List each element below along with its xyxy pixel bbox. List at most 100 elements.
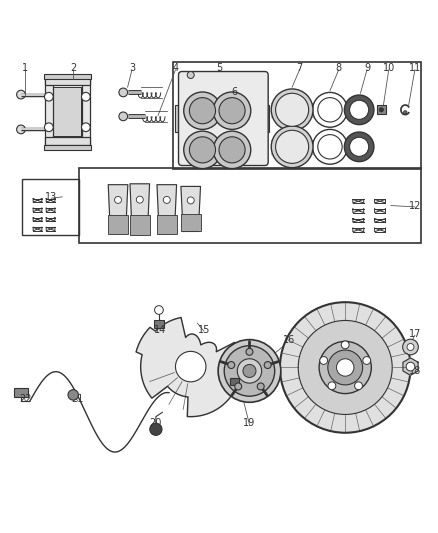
Text: 8: 8: [336, 63, 342, 74]
Bar: [173, 62, 421, 168]
Circle shape: [68, 390, 78, 400]
Circle shape: [219, 137, 245, 163]
Bar: [176, 106, 184, 132]
FancyBboxPatch shape: [179, 71, 268, 166]
Polygon shape: [108, 184, 128, 233]
Circle shape: [197, 100, 206, 109]
Circle shape: [350, 137, 369, 156]
Circle shape: [271, 126, 313, 168]
Circle shape: [344, 95, 374, 125]
Bar: [230, 378, 240, 385]
Circle shape: [246, 349, 253, 356]
Circle shape: [276, 130, 309, 163]
Circle shape: [189, 137, 215, 163]
Text: 22: 22: [19, 394, 32, 404]
Polygon shape: [130, 184, 150, 235]
Text: 2: 2: [70, 63, 76, 74]
Ellipse shape: [217, 95, 222, 113]
Bar: [157, 215, 177, 233]
Bar: [197, 71, 204, 76]
Bar: [45, 77, 90, 85]
Circle shape: [319, 341, 371, 393]
Bar: [108, 215, 128, 233]
Circle shape: [163, 197, 170, 204]
Circle shape: [243, 365, 256, 377]
Circle shape: [320, 357, 328, 365]
Circle shape: [81, 123, 90, 132]
Circle shape: [237, 359, 261, 383]
Text: 10: 10: [383, 63, 395, 74]
Ellipse shape: [212, 95, 217, 113]
Circle shape: [363, 357, 371, 365]
Text: 17: 17: [409, 329, 421, 339]
Text: 6: 6: [231, 87, 237, 98]
Ellipse shape: [206, 95, 212, 113]
Bar: [377, 106, 386, 114]
Bar: [22, 179, 79, 235]
Text: 11: 11: [409, 63, 421, 74]
Circle shape: [213, 131, 251, 168]
Bar: [44, 144, 91, 150]
Circle shape: [219, 98, 245, 124]
Circle shape: [155, 305, 163, 314]
Text: 7: 7: [297, 63, 303, 74]
Circle shape: [187, 197, 194, 204]
Text: 1: 1: [22, 63, 28, 74]
Circle shape: [45, 123, 53, 132]
Circle shape: [150, 423, 162, 435]
Circle shape: [328, 350, 363, 385]
Circle shape: [355, 382, 362, 390]
Bar: [45, 77, 53, 144]
Bar: [14, 389, 28, 397]
Circle shape: [276, 93, 309, 126]
Circle shape: [271, 89, 313, 131]
Circle shape: [328, 382, 336, 390]
Bar: [44, 74, 91, 79]
Text: 14: 14: [154, 325, 166, 335]
Circle shape: [298, 320, 392, 415]
Bar: [154, 320, 164, 328]
Circle shape: [228, 100, 237, 109]
Text: 9: 9: [364, 63, 370, 74]
Circle shape: [235, 383, 242, 390]
Circle shape: [403, 339, 418, 355]
Circle shape: [187, 71, 194, 78]
Polygon shape: [53, 87, 81, 136]
Circle shape: [344, 132, 374, 161]
Circle shape: [45, 92, 53, 101]
Text: 15: 15: [198, 325, 210, 335]
Circle shape: [136, 196, 143, 203]
Circle shape: [189, 98, 215, 124]
Text: 4: 4: [173, 63, 179, 74]
Bar: [198, 128, 237, 136]
Circle shape: [228, 361, 235, 368]
Circle shape: [318, 98, 342, 122]
Text: 5: 5: [216, 63, 222, 74]
Text: 18: 18: [409, 366, 421, 376]
Circle shape: [407, 344, 414, 351]
Ellipse shape: [222, 95, 227, 113]
Circle shape: [406, 362, 415, 371]
Text: 19: 19: [244, 418, 256, 428]
Bar: [79, 168, 421, 243]
Polygon shape: [181, 187, 201, 231]
Circle shape: [115, 197, 121, 204]
Text: 16: 16: [283, 335, 295, 345]
Text: 21: 21: [71, 394, 84, 404]
Circle shape: [119, 112, 127, 120]
Circle shape: [224, 346, 275, 396]
Text: 20: 20: [150, 418, 162, 428]
Circle shape: [313, 130, 347, 164]
Circle shape: [176, 351, 206, 382]
Text: 3: 3: [129, 63, 135, 74]
Circle shape: [81, 92, 90, 101]
Bar: [261, 106, 269, 132]
Circle shape: [341, 341, 349, 349]
Circle shape: [213, 92, 251, 130]
Circle shape: [280, 302, 410, 433]
Polygon shape: [157, 184, 177, 233]
Text: 13: 13: [45, 192, 57, 202]
Circle shape: [379, 108, 384, 112]
Circle shape: [350, 100, 369, 119]
Circle shape: [119, 88, 127, 97]
